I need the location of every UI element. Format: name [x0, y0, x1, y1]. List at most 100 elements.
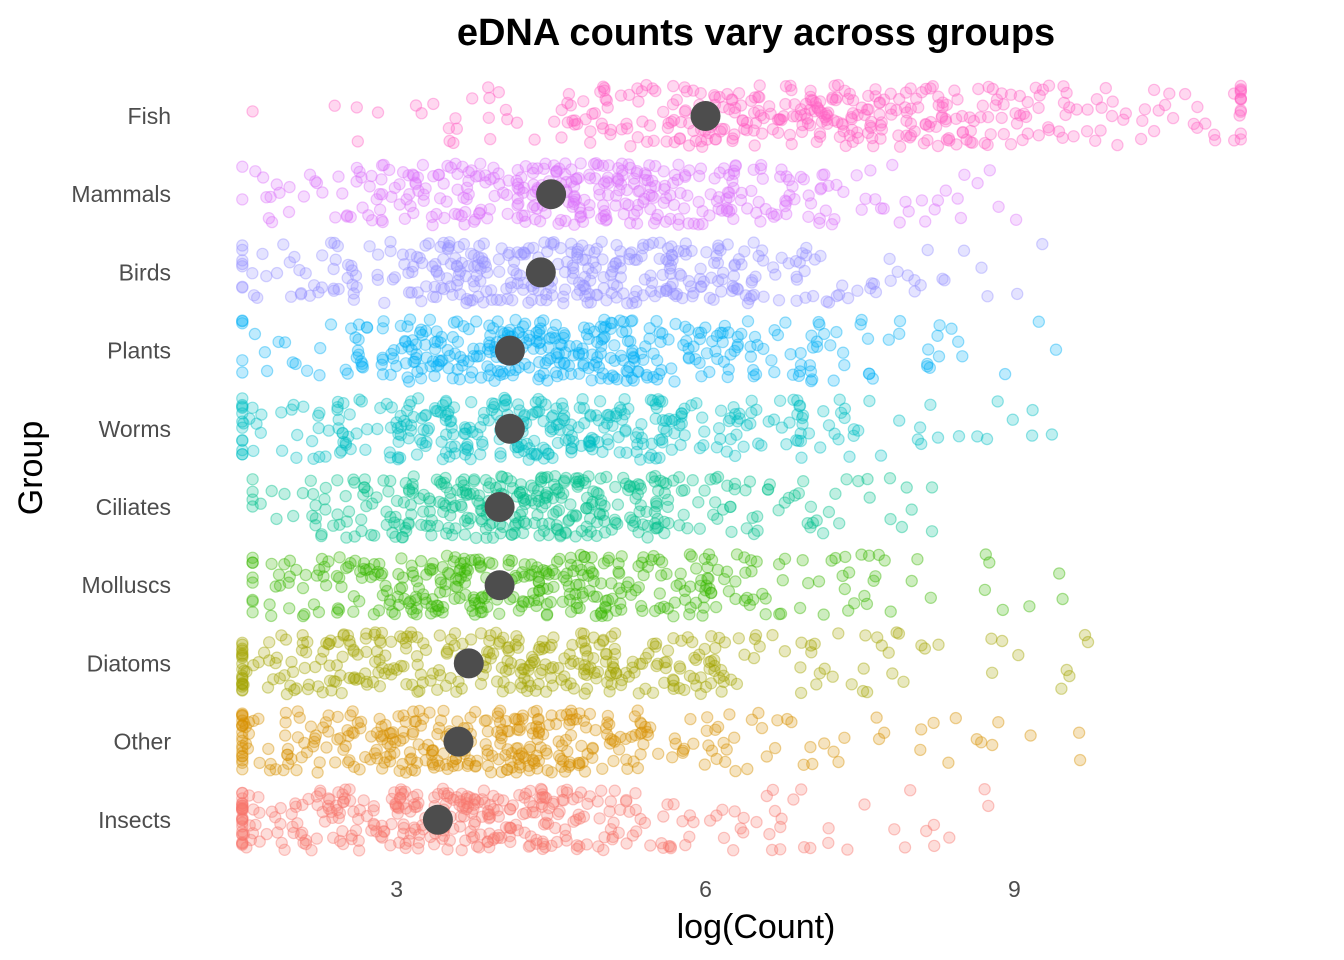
point-fish	[621, 122, 634, 135]
point-molluscs	[263, 598, 276, 611]
point-ciliates	[925, 481, 939, 494]
point-other	[631, 761, 645, 775]
point-fish	[1234, 127, 1248, 140]
point-mammals	[899, 195, 912, 209]
point-other	[915, 723, 928, 736]
point-worms	[287, 398, 300, 412]
point-fish	[1009, 107, 1022, 120]
point-plants	[360, 321, 374, 334]
point-plants	[278, 336, 292, 349]
point-birds	[457, 237, 471, 251]
point-ciliates	[455, 500, 468, 514]
point-other	[511, 742, 525, 755]
point-birds	[416, 256, 429, 270]
point-birds	[329, 253, 342, 266]
point-diatoms	[384, 635, 398, 649]
point-mammals	[708, 172, 721, 185]
point-birds	[677, 244, 691, 258]
point-mammals	[425, 210, 439, 224]
point-molluscs	[482, 556, 496, 569]
point-insects	[559, 829, 572, 843]
point-birds	[745, 289, 758, 303]
point-birds	[557, 290, 570, 303]
point-insects	[338, 792, 351, 805]
point-mammals	[667, 176, 680, 190]
point-mammals	[444, 161, 458, 174]
point-insects	[577, 810, 591, 823]
point-fish	[997, 127, 1011, 141]
point-fish	[755, 127, 769, 140]
point-mammals	[855, 203, 868, 216]
point-molluscs	[528, 594, 541, 607]
point-fish	[995, 111, 1008, 125]
point-plants	[236, 315, 249, 328]
point-diatoms	[658, 676, 671, 690]
point-other	[914, 743, 927, 757]
point-mammals	[469, 170, 483, 183]
point-birds	[682, 274, 696, 288]
point-mammals	[528, 199, 541, 212]
point-plants	[882, 333, 896, 346]
point-other	[501, 763, 514, 777]
point-fish	[964, 124, 978, 138]
point-mammals	[353, 165, 366, 179]
point-other	[541, 764, 554, 777]
point-diatoms	[713, 671, 726, 685]
point-mammals	[484, 173, 497, 186]
point-birds	[349, 269, 363, 282]
point-birds	[440, 272, 454, 285]
point-birds	[579, 253, 592, 266]
point-birds	[327, 282, 340, 295]
point-other	[970, 733, 984, 746]
point-ciliates	[582, 470, 595, 483]
point-birds	[406, 265, 419, 279]
point-fish	[831, 78, 845, 92]
point-fish	[732, 86, 746, 100]
point-fish	[976, 99, 990, 112]
point-mammals	[649, 159, 662, 173]
point-fish	[678, 105, 692, 119]
point-molluscs	[722, 585, 736, 598]
point-fish	[795, 125, 809, 139]
point-mammals	[451, 167, 464, 181]
point-fish	[665, 115, 678, 129]
point-mammals	[297, 190, 311, 203]
point-insects	[774, 843, 787, 856]
point-diatoms	[588, 666, 601, 680]
point-birds	[645, 276, 659, 289]
point-molluscs	[553, 552, 566, 566]
point-worms	[371, 422, 384, 436]
point-mammals	[492, 167, 505, 180]
point-mammals	[270, 178, 283, 191]
point-mammals	[615, 157, 629, 170]
point-mammals	[693, 169, 706, 183]
point-insects	[367, 800, 381, 813]
point-mammals	[404, 199, 417, 213]
point-mammals	[582, 206, 596, 219]
point-other	[554, 752, 568, 766]
point-fish	[926, 79, 940, 93]
point-worms	[668, 427, 681, 440]
point-fish	[449, 112, 462, 125]
point-molluscs	[347, 590, 361, 603]
point-birds	[452, 268, 466, 281]
point-mammals	[692, 195, 705, 209]
point-mammals	[419, 182, 432, 195]
point-mammals	[409, 177, 422, 191]
point-fish	[604, 128, 617, 141]
point-birds	[666, 253, 679, 267]
point-diatoms	[715, 685, 728, 698]
point-fish	[919, 117, 932, 131]
point-birds	[808, 253, 822, 266]
point-molluscs	[310, 569, 324, 582]
point-insects	[323, 793, 336, 806]
point-fish	[708, 88, 721, 102]
point-birds	[697, 275, 711, 288]
point-mammals	[375, 173, 388, 186]
point-mammals	[529, 212, 542, 226]
point-fish	[662, 116, 675, 130]
point-fish	[1163, 87, 1176, 100]
point-mammals	[377, 158, 390, 172]
point-fish	[1187, 117, 1201, 131]
point-fish	[660, 135, 673, 148]
